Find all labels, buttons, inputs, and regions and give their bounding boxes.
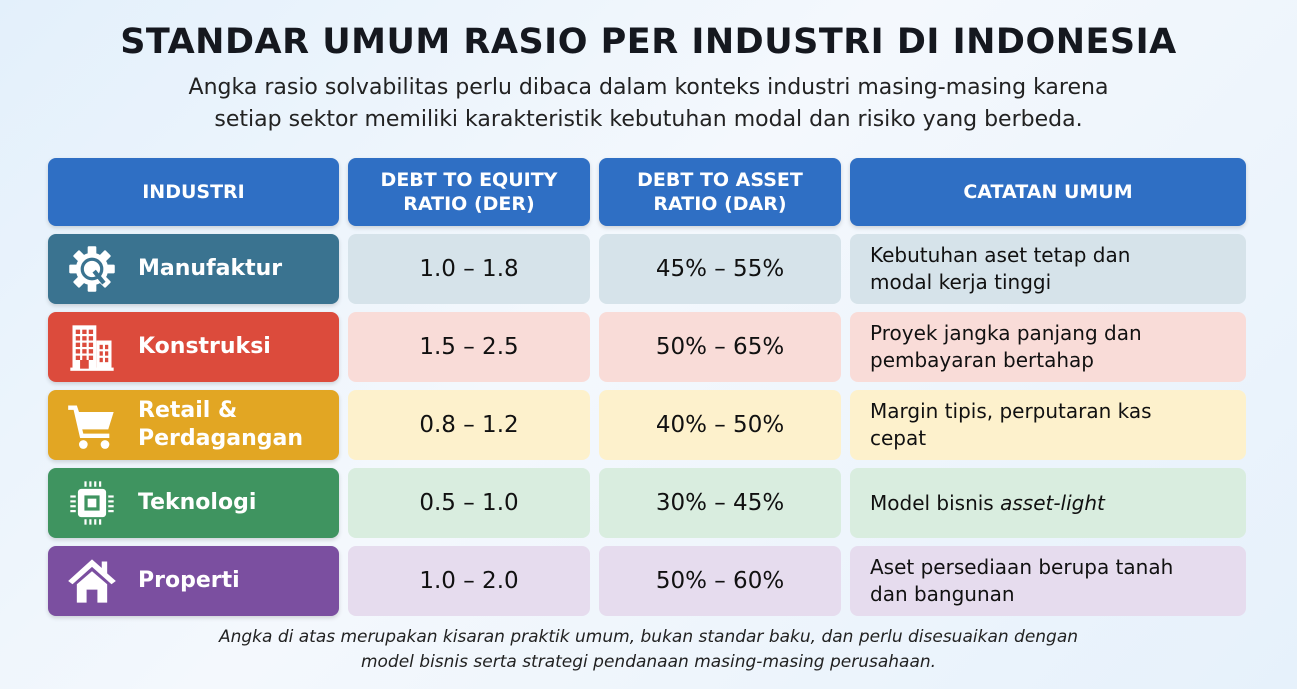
header-note: CATATAN UMUM xyxy=(850,158,1246,226)
dar-value: 40% – 50% xyxy=(599,390,841,460)
industry-cell: Retail & Perdagangan xyxy=(48,390,339,460)
industry-cell: Konstruksi xyxy=(48,312,339,382)
note-cell: Kebutuhan aset tetap dan modal kerja ting… xyxy=(850,234,1246,304)
dar-value: 45% – 55% xyxy=(599,234,841,304)
der-value: 1.5 – 2.5 xyxy=(348,312,590,382)
note-cell: Model bisnis asset-light xyxy=(850,468,1246,538)
der-value: 1.0 – 1.8 xyxy=(348,234,590,304)
gear-icon xyxy=(64,243,138,295)
dar-value: 50% – 65% xyxy=(599,312,841,382)
ratio-table: INDUSTRI DEBT TO EQUITY RATIO (DER) DEBT … xyxy=(48,158,1246,616)
chip-icon xyxy=(64,477,138,529)
subtitle: Angka rasio solvabilitas perlu dibaca da… xyxy=(188,75,1109,132)
note-cell: Margin tipis, perputaran kas cepat xyxy=(850,390,1246,460)
note-cell: Aset persediaan berupa tanah dan bangunan xyxy=(850,546,1246,616)
dar-value: 30% – 45% xyxy=(599,468,841,538)
header-industry: INDUSTRI xyxy=(48,158,339,226)
industry-label: Teknologi xyxy=(138,490,257,515)
industry-label: Konstruksi xyxy=(138,334,271,359)
industry-label: Manufaktur xyxy=(138,256,283,281)
building-icon xyxy=(64,321,138,373)
industry-cell: Manufaktur xyxy=(48,234,339,304)
industry-cell: Properti xyxy=(48,546,339,616)
der-value: 0.5 – 1.0 xyxy=(348,468,590,538)
der-value: 1.0 – 2.0 xyxy=(348,546,590,616)
page-title: STANDAR UMUM RASIO PER INDUSTRI DI INDON… xyxy=(120,22,1177,62)
header-dar: DEBT TO ASSET RATIO (DAR) xyxy=(599,158,841,226)
industry-cell: Teknologi xyxy=(48,468,339,538)
house-icon xyxy=(64,555,138,607)
industry-label: Retail & Perdagangan xyxy=(138,398,303,451)
header-der: DEBT TO EQUITY RATIO (DER) xyxy=(348,158,590,226)
cart-icon xyxy=(64,399,138,451)
der-value: 0.8 – 1.2 xyxy=(348,390,590,460)
note-cell: Proyek jangka panjang dan pembayaran bert… xyxy=(850,312,1246,382)
industry-label: Properti xyxy=(138,568,240,593)
footnote: Angka di atas merupakan kisaran praktik … xyxy=(218,627,1079,672)
dar-value: 50% – 60% xyxy=(599,546,841,616)
